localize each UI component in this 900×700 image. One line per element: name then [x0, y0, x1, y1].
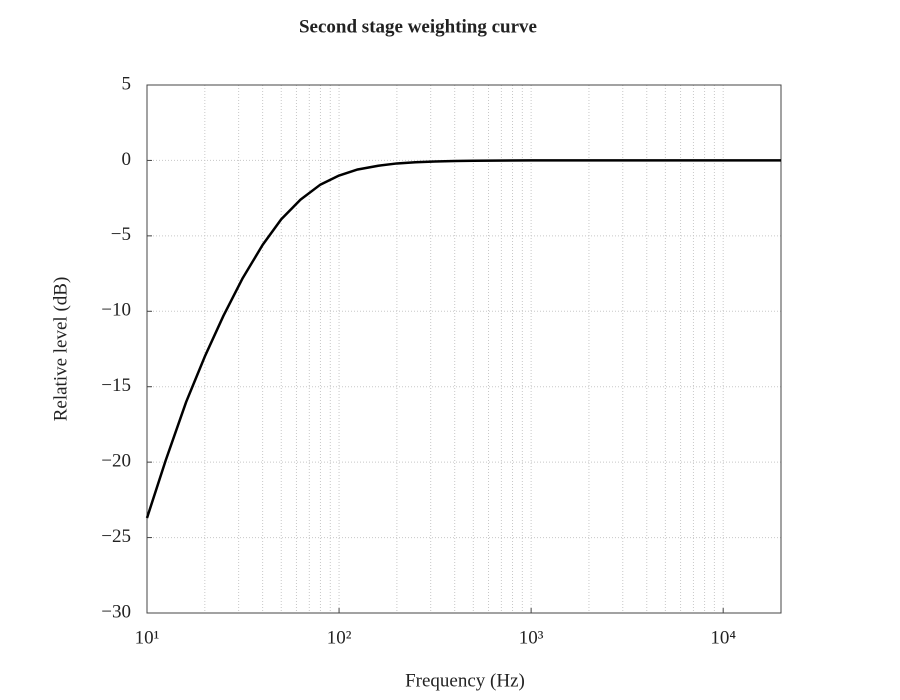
y-tick-label: −10	[101, 300, 131, 321]
x-axis-label: Frequency (Hz)	[405, 670, 525, 691]
y-tick-label: −30	[101, 601, 131, 622]
x-tick-label: 10¹	[135, 627, 160, 648]
y-tick-label: −20	[101, 451, 131, 472]
y-tick-label: −25	[101, 526, 131, 547]
chart-title: Second stage weighting curve	[299, 16, 537, 37]
y-tick-label: 0	[122, 149, 132, 170]
x-tick-label: 10³	[519, 627, 544, 648]
y-tick-label: −5	[111, 224, 131, 245]
plot-frame	[146, 84, 782, 614]
x-tick-label: 10⁴	[710, 627, 736, 648]
y-tick-label: 5	[122, 73, 132, 94]
data-line	[145, 159, 781, 519]
x-tick-label: 10²	[327, 627, 352, 648]
y-tick-label: −15	[101, 375, 131, 396]
y-axis-label: Relative level (dB)	[50, 277, 71, 422]
